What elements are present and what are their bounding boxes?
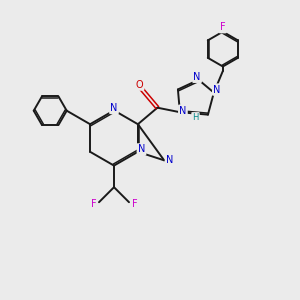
Text: N: N xyxy=(194,72,201,82)
Text: O: O xyxy=(136,80,143,90)
Text: H: H xyxy=(192,113,199,122)
Text: N: N xyxy=(110,103,118,113)
Text: F: F xyxy=(132,199,137,209)
Text: N: N xyxy=(166,155,173,165)
Text: N: N xyxy=(179,106,187,116)
Text: F: F xyxy=(91,199,96,209)
Text: N: N xyxy=(213,85,220,94)
Text: N: N xyxy=(138,144,145,154)
Text: F: F xyxy=(220,22,226,32)
